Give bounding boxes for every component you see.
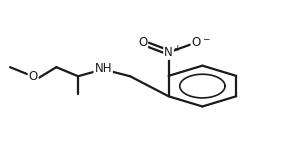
Text: NH: NH [94,62,112,75]
Text: O: O [192,36,201,49]
Text: +: + [173,44,180,53]
Text: O: O [29,70,38,83]
Text: −: − [201,34,209,43]
Text: N: N [164,46,173,59]
Text: O: O [138,36,147,49]
